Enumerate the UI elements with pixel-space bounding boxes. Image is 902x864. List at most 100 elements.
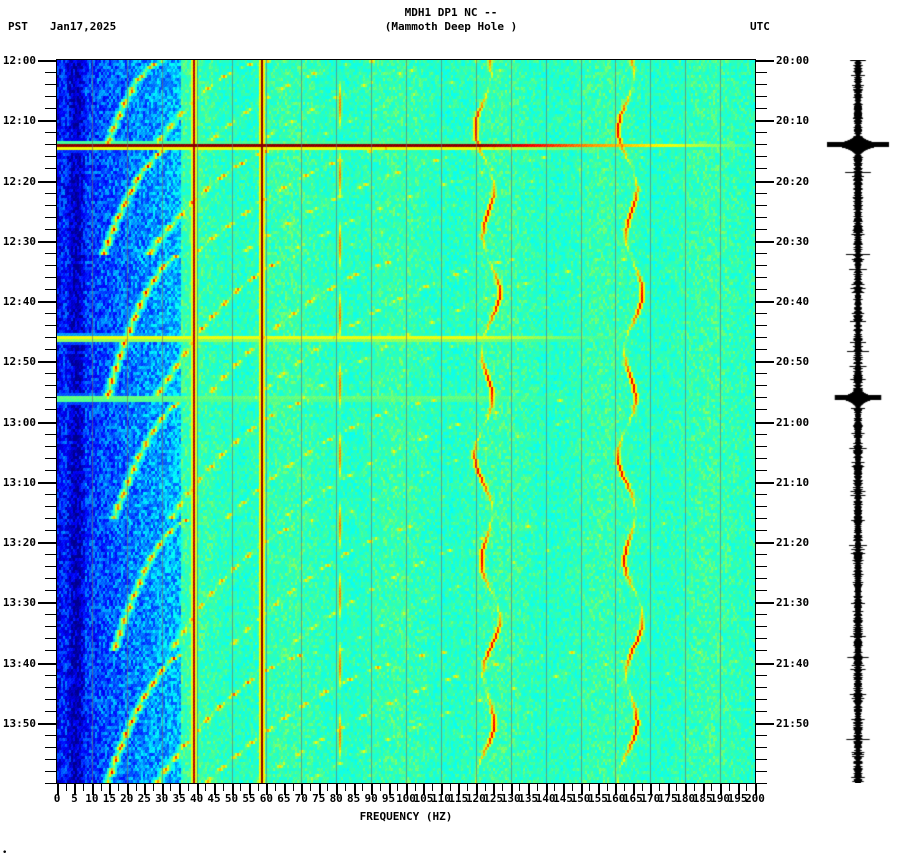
freq-label: 55 (242, 792, 256, 805)
freq-minor-tick (65, 784, 67, 791)
freq-major-tick (458, 784, 461, 795)
time-minor-tick-left (45, 638, 56, 640)
freq-minor-tick (100, 784, 102, 791)
time-minor-tick-right (756, 734, 767, 736)
freq-label: 25 (137, 792, 151, 805)
freq-label: 200 (745, 792, 765, 805)
freq-minor-tick (292, 784, 294, 791)
time-minor-tick-right (756, 397, 767, 399)
freq-minor-tick (170, 784, 172, 791)
freq-minor-tick (397, 784, 399, 791)
freq-minor-tick (344, 784, 346, 791)
time-label-pst: 13:00 (2, 415, 36, 429)
time-major-tick-left (38, 60, 56, 62)
freq-label: 140 (535, 792, 556, 805)
freq-label: 115 (448, 792, 469, 805)
freq-label: 65 (277, 792, 291, 805)
time-minor-tick-right (756, 710, 767, 712)
time-minor-tick-right (756, 84, 767, 86)
time-minor-tick-left (45, 192, 56, 194)
freq-label: 150 (570, 792, 591, 805)
time-minor-tick-right (756, 132, 767, 134)
freq-minor-tick (152, 784, 154, 791)
time-minor-tick-left (45, 108, 56, 110)
freq-major-tick (91, 784, 94, 795)
freq-minor-tick (240, 784, 242, 791)
freq-label: 100 (396, 792, 416, 805)
time-minor-tick-left (45, 228, 56, 230)
time-minor-tick-left (45, 626, 56, 628)
time-major-tick-left (38, 662, 56, 665)
freq-minor-tick (467, 784, 469, 791)
time-minor-tick-left (45, 770, 56, 772)
freq-minor-tick (589, 784, 591, 791)
freq-label: 70 (294, 792, 308, 805)
freq-major-tick (196, 784, 199, 795)
time-minor-tick-right (756, 674, 767, 676)
freq-label: 90 (364, 792, 378, 805)
time-minor-tick-right (756, 108, 767, 110)
time-minor-tick-left (45, 710, 56, 712)
time-minor-tick-right (756, 505, 767, 507)
time-label-utc: 21:20 (776, 536, 810, 549)
helicorder-trace (820, 60, 896, 783)
time-minor-tick-right (756, 276, 767, 278)
time-minor-tick-left (45, 517, 56, 519)
time-minor-tick-right (756, 144, 767, 146)
left-timezone-label: PST (8, 20, 28, 33)
freq-major-tick (57, 784, 59, 795)
time-label-pst: 13:20 (2, 536, 36, 549)
time-minor-tick-left (45, 650, 56, 652)
corner-mark: • (2, 848, 8, 858)
time-minor-tick-right (756, 252, 767, 254)
time-label-utc: 21:30 (776, 596, 810, 610)
time-label-utc: 21:00 (776, 415, 810, 429)
freq-label: 0 (53, 792, 61, 805)
time-major-tick-left (38, 481, 56, 484)
time-minor-tick-right (756, 746, 767, 748)
time-minor-tick-left (45, 252, 56, 254)
time-minor-tick-left (45, 433, 56, 435)
freq-major-tick (336, 784, 339, 795)
time-minor-tick-right (756, 72, 767, 74)
freq-label: 50 (224, 792, 239, 805)
time-minor-tick-left (45, 288, 56, 290)
time-minor-tick-left (45, 72, 56, 74)
time-minor-tick-left (45, 373, 56, 375)
time-minor-tick-left (45, 168, 56, 170)
time-minor-tick-right (756, 349, 767, 351)
freq-major-tick (667, 784, 670, 795)
time-minor-tick-right (756, 288, 767, 290)
time-label-pst: 12:40 (2, 295, 36, 308)
spectrogram-plot[interactable] (57, 60, 755, 783)
freq-label: 180 (675, 792, 696, 805)
freq-major-tick (755, 784, 757, 795)
freq-label: 15 (102, 792, 116, 805)
time-minor-tick-left (45, 493, 56, 495)
plot-frame-left (56, 59, 57, 784)
time-minor-tick-right (756, 517, 767, 519)
time-minor-tick-right (756, 156, 767, 158)
time-major-tick-right (756, 301, 774, 303)
time-label-pst: 13:10 (2, 475, 36, 489)
time-major-tick-right (756, 120, 774, 123)
time-minor-tick-right (756, 192, 767, 194)
time-label-utc: 21:40 (776, 656, 810, 670)
freq-minor-tick (222, 784, 224, 791)
freq-major-tick (74, 784, 77, 795)
freq-minor-tick (501, 784, 503, 791)
time-major-tick-right (756, 602, 774, 605)
time-minor-tick-left (45, 216, 56, 218)
freq-minor-tick (659, 784, 661, 791)
freq-major-tick (214, 784, 217, 795)
time-label-utc: 20:40 (776, 295, 810, 308)
time-minor-tick-left (45, 84, 56, 86)
freq-major-tick (301, 784, 304, 795)
time-minor-tick-right (756, 96, 767, 98)
time-minor-tick-right (756, 457, 767, 459)
freq-major-tick (545, 784, 548, 795)
time-label-pst: 13:30 (2, 596, 36, 610)
freq-minor-tick (449, 784, 451, 791)
time-minor-tick-right (756, 445, 767, 447)
freq-major-tick (597, 784, 600, 795)
